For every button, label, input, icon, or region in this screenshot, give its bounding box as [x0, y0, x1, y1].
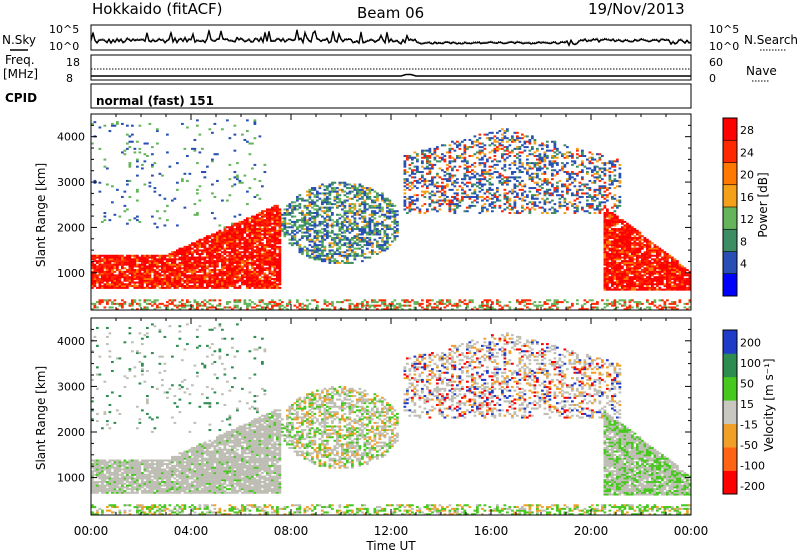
nave-label: Nave	[746, 64, 777, 78]
power-heatmap	[91, 119, 692, 311]
velocity-colorbar-tick: 100	[740, 357, 761, 370]
y-tick-label: 2000	[57, 221, 85, 234]
cpid-value: normal (fast) 151	[96, 94, 214, 108]
power-colorbar-swatch	[723, 184, 737, 208]
velocity-colorbar: 200 100 50 15 -15 -50 -100 -200	[722, 329, 765, 495]
time-axis: 00:00 04:00 08:00 12:00 16:00 20:00 00:00	[74, 524, 709, 538]
power-colorbar-tick: 16	[740, 191, 754, 204]
velocity-panel: 1000 2000 3000 4000 Slant Range [km] 200 100…	[34, 317, 776, 516]
freq-nave-panel: Freq. [MHz] 18 8 60 0 Nave	[3, 53, 777, 85]
noise-search-line	[90, 29, 692, 46]
noise-sky-line	[90, 29, 692, 48]
velocity-colorbar-label: Velocity [m s⁻¹]	[762, 358, 776, 451]
noise-tick-left-low: 10^0	[49, 40, 79, 53]
y-tick-label: 4000	[57, 131, 85, 144]
time-tick-label: 20:00	[574, 524, 609, 538]
y-tick-label: 3000	[57, 380, 85, 393]
velocity-colorbar-tick: -50	[740, 439, 758, 452]
velocity-colorbar-tick: -15	[740, 418, 758, 431]
nsky-label: N.Sky	[2, 33, 36, 47]
velocity-colorbar-tick: 200	[740, 336, 761, 349]
power-colorbar-tick: 4	[740, 258, 747, 271]
freq-tick-low: 8	[66, 72, 73, 85]
velocity-colorbar-tick: 15	[740, 398, 754, 411]
time-tick-label: 00:00	[74, 524, 109, 538]
power-colorbar-tick: 24	[740, 147, 754, 160]
date-title: 19/Nov/2013	[588, 0, 685, 18]
velocity-colorbar-tick: -200	[740, 480, 765, 493]
cpid-label: CPID	[5, 91, 37, 105]
velocity-colorbar-tick: -100	[740, 459, 765, 472]
velocity-colorbar-swatch	[723, 353, 737, 378]
power-colorbar: 28 24 20 16 12 8 4	[722, 117, 754, 297]
velocity-ylabel: Slant Range [km]	[34, 366, 48, 470]
noise-tick-right-high: 10^5	[709, 23, 739, 36]
power-ylabel: Slant Range [km]	[34, 163, 48, 267]
velocity-colorbar-swatch	[723, 470, 737, 495]
velocity-colorbar-swatch	[723, 400, 737, 425]
velocity-colorbar-swatch	[723, 330, 737, 354]
power-colorbar-swatch	[723, 118, 737, 141]
time-tick-label: 12:00	[374, 524, 409, 538]
freq-unit-label: [MHz]	[3, 67, 38, 81]
y-tick-label: 1000	[57, 267, 85, 280]
time-tick-label: 04:00	[174, 524, 209, 538]
power-colorbar-tick: 28	[740, 124, 754, 137]
velocity-colorbar-swatch	[723, 447, 737, 471]
y-tick-label: 2000	[57, 426, 85, 439]
nsearch-label: N.Search	[744, 33, 798, 47]
noise-tick-right-low: 10^0	[709, 40, 739, 53]
freq-tick-high: 18	[66, 56, 80, 69]
time-tick-label: 08:00	[274, 524, 309, 538]
noise-tick-left-high: 10^5	[49, 23, 79, 36]
freq-line	[91, 73, 691, 77]
velocity-colorbar-swatch	[723, 423, 737, 448]
power-colorbar-tick: 20	[740, 169, 754, 182]
cpid-panel: CPID normal (fast) 151	[5, 83, 692, 109]
time-axis-label: Time UT	[365, 539, 416, 553]
y-tick-label: 3000	[57, 176, 85, 189]
beam-title: Beam 06	[357, 4, 424, 22]
velocity-colorbar-tick: 50	[740, 377, 754, 390]
power-panel: 1000 2000 3000 4000 Slant Range [km] 28 24 20…	[34, 113, 770, 311]
power-colorbar-swatch	[723, 229, 737, 252]
y-tick-label: 4000	[57, 335, 85, 348]
power-colorbar-tick: 8	[740, 236, 747, 249]
y-tick-label: 1000	[57, 472, 85, 485]
power-colorbar-tick: 12	[740, 213, 754, 226]
power-colorbar-swatch	[723, 251, 737, 275]
power-colorbar-swatch	[723, 140, 737, 163]
noise-panel: N.Sky N.Search 10^5 10^0 10^5 10^0	[2, 23, 798, 53]
station-title: Hokkaido (fitACF)	[92, 0, 223, 18]
power-colorbar-swatch	[723, 273, 737, 297]
velocity-heatmap	[91, 323, 692, 516]
time-tick-label: 16:00	[474, 524, 509, 538]
time-tick-label: 00:00	[674, 524, 709, 538]
velocity-colorbar-swatch	[723, 376, 737, 401]
freq-label: Freq.	[5, 53, 35, 67]
nave-tick-high: 60	[709, 56, 723, 69]
nave-tick-low: 0	[709, 72, 716, 85]
power-colorbar-swatch	[723, 162, 737, 186]
power-colorbar-swatch	[723, 207, 737, 230]
power-colorbar-label: Power [dB]	[756, 172, 770, 237]
